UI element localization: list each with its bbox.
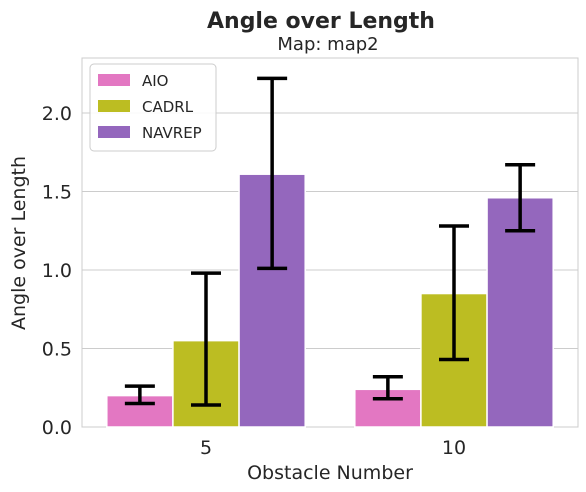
- legend: AIO CADRL NAVREP: [89, 63, 217, 152]
- y-axis-label: Angle over Length: [8, 156, 30, 330]
- legend-swatch-aio: [98, 74, 130, 86]
- x-tick-label: 10: [442, 437, 466, 459]
- chart-title: Angle over Length: [207, 9, 435, 34]
- chart-subtitle: Map: map2: [277, 34, 378, 55]
- legend-swatch-navrep: [98, 126, 130, 138]
- legend-swatch-cadrl: [98, 100, 130, 112]
- legend-label: NAVREP: [142, 124, 202, 142]
- y-tick-labels: 0.0 0.5 1.0 1.5 2.0: [42, 103, 72, 439]
- y-tick-label: 2.0: [42, 103, 72, 125]
- y-tick-label: 1.0: [42, 260, 72, 282]
- legend-label: AIO: [142, 72, 169, 90]
- x-tick-labels: 5 10: [200, 437, 466, 459]
- y-tick-label: 1.5: [42, 181, 72, 203]
- y-tick-label: 0.0: [42, 417, 72, 439]
- legend-label: CADRL: [142, 98, 194, 116]
- bar-navrep-10: [486, 196, 554, 428]
- error-bars: [124, 76, 536, 407]
- y-tick-label: 0.5: [42, 338, 72, 360]
- x-axis-label: Obstacle Number: [247, 462, 413, 484]
- x-tick-label: 5: [200, 437, 212, 459]
- plot-frame: [81, 57, 579, 428]
- bars: [106, 173, 554, 428]
